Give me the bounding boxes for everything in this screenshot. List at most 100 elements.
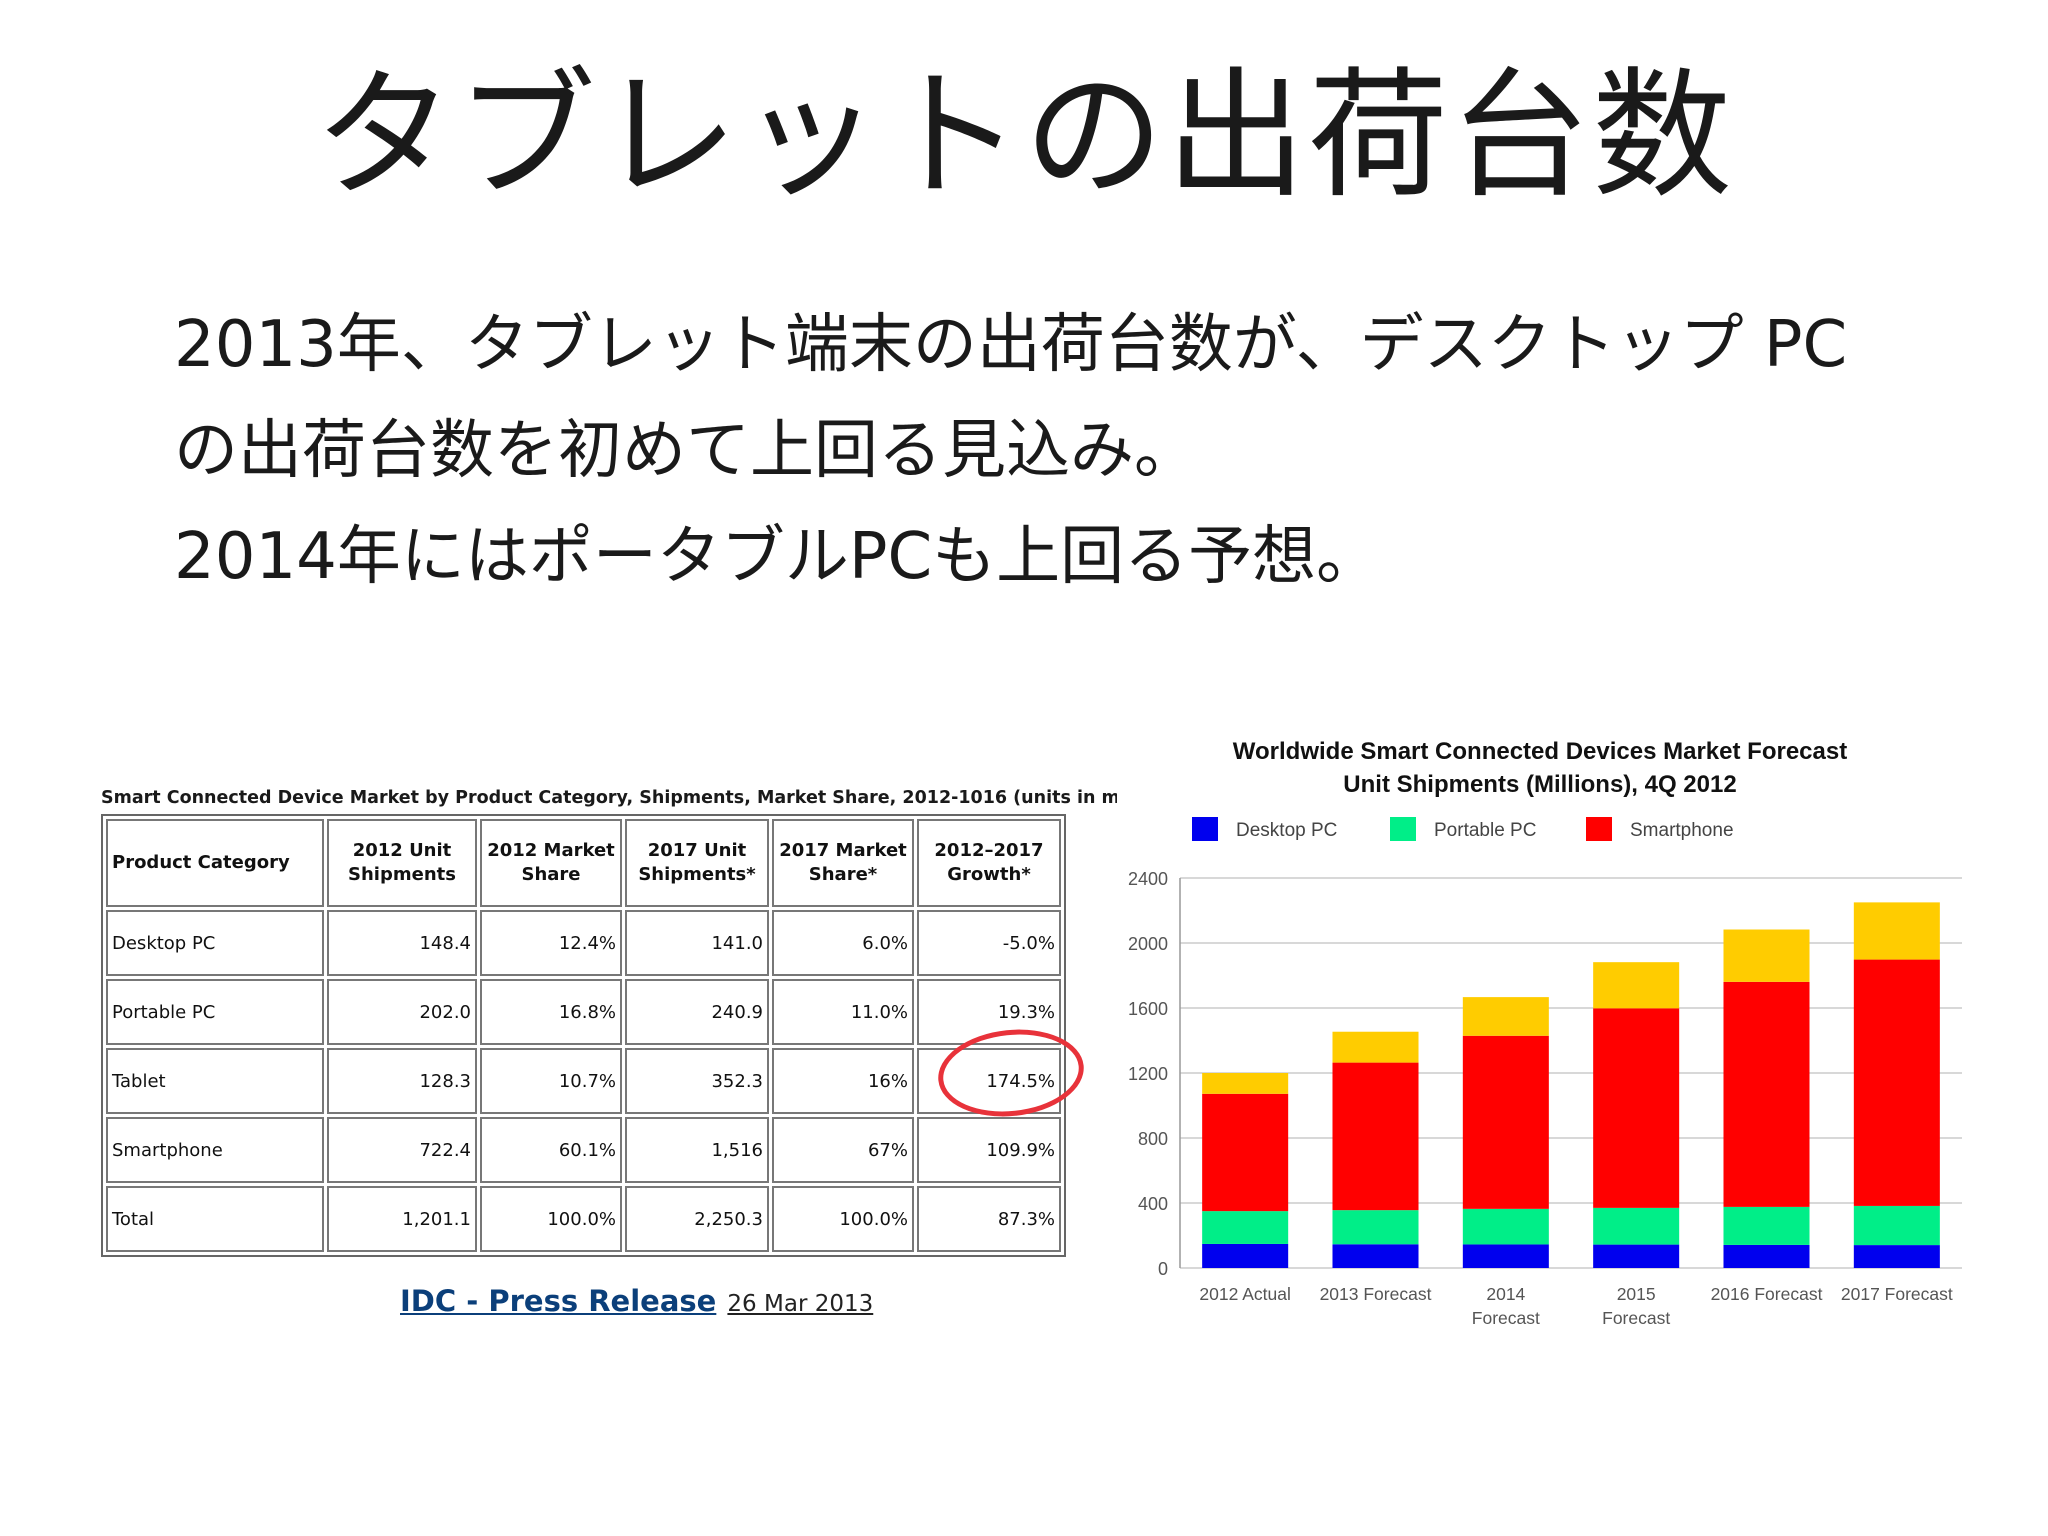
chart-legend: Desktop PC Portable PC Smartphone (1192, 817, 1734, 841)
bar-segment (1593, 1244, 1680, 1268)
chart-gridlines (1180, 877, 1962, 1269)
bar-segment (1853, 1245, 1940, 1268)
table-cell: 141.0 (625, 910, 769, 976)
bar-segment (1462, 997, 1549, 1036)
y-tick-label: 800 (1138, 1129, 1168, 1149)
bar-segment (1723, 1206, 1810, 1245)
bar-segment (1853, 1205, 1940, 1246)
bar-segment (1593, 962, 1680, 1009)
table-cell: 100.0% (480, 1186, 622, 1252)
table-cell: 128.3 (327, 1048, 477, 1114)
table-cell: 148.4 (327, 910, 477, 976)
bar-segment (1723, 981, 1810, 1207)
chart-subtitle: Unit Shipments (Millions), 4Q 2012 (1343, 771, 1736, 798)
table-row: Desktop PC 148.4 12.4% 141.0 6.0% -5.0% (106, 910, 1061, 976)
chart-y-axis: 2400 2000 1600 1200 800 400 0 (1128, 869, 1181, 1279)
tablet-growth-cell: 174.5% (917, 1048, 1061, 1114)
table-cell: 60.1% (480, 1117, 622, 1183)
table-cell: 16.8% (480, 979, 622, 1045)
header-2017-market-share: 2017 Market Share* (772, 819, 914, 907)
bar-segment (1593, 1008, 1680, 1208)
table-cell: 2,250.3 (625, 1186, 769, 1252)
table-cell: Tablet (106, 1048, 324, 1114)
table-cell: Portable PC (106, 979, 324, 1045)
bar-segment (1332, 1244, 1419, 1268)
table-cell: 722.4 (327, 1117, 477, 1183)
table-header-row: Product Category 2012 Unit Shipments 201… (106, 819, 1061, 907)
x-tick-label: Forecast (1602, 1308, 1670, 1328)
legend-swatch (1390, 817, 1416, 841)
slide-title: タブレットの出荷台数 (313, 55, 1734, 218)
x-tick-label: 2015 (1617, 1284, 1656, 1304)
shipments-table-figure: Smart Connected Device Market by Product… (101, 786, 1117, 1257)
header-2012-unit-shipments: 2012 Unit Shipments (327, 819, 477, 907)
table-title: Smart Connected Device Market by Product… (101, 788, 1117, 808)
source-citation: IDC - Press Release 26 Mar 2013 (400, 1284, 873, 1318)
table-cell: 100.0% (772, 1186, 914, 1252)
y-tick-label: 400 (1138, 1194, 1168, 1214)
bullet-line-1: 2013年、タブレット端末の出荷台数が、デスクトップ PC (174, 308, 1848, 382)
table-cell: 12.4% (480, 910, 622, 976)
table-cell: Total (106, 1186, 324, 1252)
y-tick-label: 1200 (1128, 1064, 1168, 1084)
header-2012-market-share: 2012 Market Share (480, 819, 622, 907)
bar-segment (1723, 929, 1810, 982)
x-tick-label: 2014 (1486, 1284, 1525, 1304)
y-tick-label: 1600 (1128, 999, 1168, 1019)
bullet-line-2: の出荷台数を初めて上回る見込み。 (174, 414, 1198, 488)
table-cell: 19.3% (917, 979, 1061, 1045)
legend-label: Portable PC (1434, 820, 1536, 841)
legend-swatch (1192, 817, 1218, 841)
bar-segment (1202, 1211, 1289, 1244)
header-product-category: Product Category (106, 819, 324, 907)
x-tick-label: 2013 Forecast (1320, 1284, 1432, 1304)
y-tick-label: 0 (1158, 1259, 1168, 1279)
x-tick-label: Forecast (1472, 1308, 1540, 1328)
bar-segment (1332, 1210, 1419, 1245)
bar-segment (1202, 1073, 1289, 1094)
bar-segment (1202, 1093, 1289, 1212)
table-cell: 11.0% (772, 979, 914, 1045)
table-row: Portable PC 202.0 16.8% 240.9 11.0% 19.3… (106, 979, 1061, 1045)
table-cell: 1,201.1 (327, 1186, 477, 1252)
table-cell: 202.0 (327, 979, 477, 1045)
bullet-list: 2013年、タブレット端末の出荷台数が、デスクトップ PC の出荷台数を初めて上… (174, 292, 1954, 610)
bullet-line-3: 2014年にはポータブルPCも上回る予想。 (174, 520, 1381, 594)
table-cell: 16% (772, 1048, 914, 1114)
legend-swatch (1586, 817, 1612, 841)
press-release-date: 26 Mar 2013 (727, 1291, 874, 1317)
bar-segment (1332, 1062, 1419, 1211)
bar-segment (1462, 1208, 1549, 1245)
chart-title: Worldwide Smart Connected Devices Market… (1233, 738, 1847, 765)
chart-x-axis: 2012 Actual 2013 Forecast 2014 Forecast 2015… (1199, 1284, 1952, 1328)
bar-segment (1462, 1035, 1549, 1209)
x-tick-label: 2012 Actual (1199, 1284, 1290, 1304)
table-cell: 10.7% (480, 1048, 622, 1114)
shipments-forecast-chart: Worldwide Smart Connected Devices Market… (1128, 738, 1962, 1328)
table-cell: Smartphone (106, 1117, 324, 1183)
table-cell: 87.3% (917, 1186, 1061, 1252)
y-tick-label: 2000 (1128, 934, 1168, 954)
table-cell: 240.9 (625, 979, 769, 1045)
table-cell: Desktop PC (106, 910, 324, 976)
bar-segment (1462, 1244, 1549, 1268)
table-cell: 67% (772, 1117, 914, 1183)
x-tick-label: 2016 Forecast (1711, 1284, 1823, 1304)
bar-segment (1593, 1207, 1680, 1245)
table-row: Smartphone 722.4 60.1% 1,516 67% 109.9% (106, 1117, 1061, 1183)
chart-bars (1202, 902, 1940, 1268)
legend-label: Desktop PC (1236, 820, 1337, 841)
table-cell: -5.0% (917, 910, 1061, 976)
bar-segment (1202, 1243, 1289, 1268)
bar-segment (1853, 959, 1940, 1206)
x-tick-label: 2017 Forecast (1841, 1284, 1953, 1304)
table-cell: 6.0% (772, 910, 914, 976)
bar-segment (1853, 902, 1940, 960)
table-row: Tablet 128.3 10.7% 352.3 16% 174.5% (106, 1048, 1061, 1114)
table-row: Total 1,201.1 100.0% 2,250.3 100.0% 87.3… (106, 1186, 1061, 1252)
y-tick-label: 2400 (1128, 869, 1168, 889)
table-cell: 1,516 (625, 1117, 769, 1183)
header-2017-unit-shipments: 2017 Unit Shipments* (625, 819, 769, 907)
press-release-link[interactable]: IDC - Press Release (400, 1284, 717, 1318)
header-growth: 2012–2017 Growth* (917, 819, 1061, 907)
